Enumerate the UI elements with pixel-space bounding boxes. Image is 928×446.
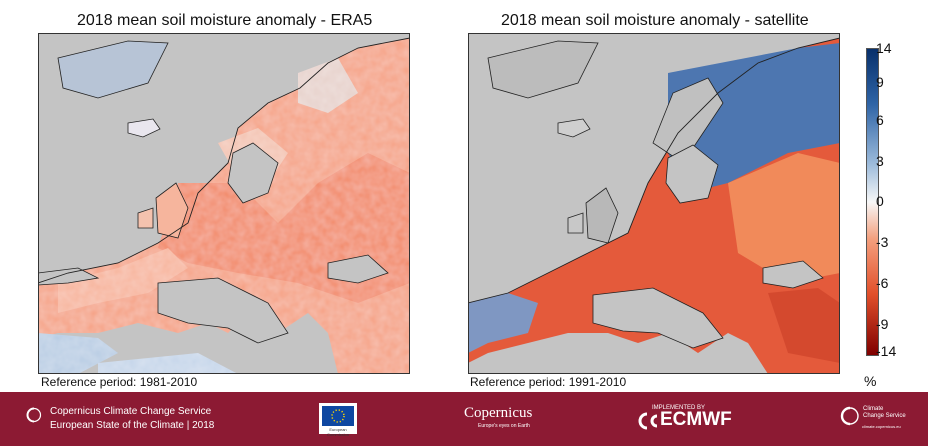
c3s-emblem-icon bbox=[26, 407, 42, 423]
climate-change-service-icon bbox=[840, 406, 859, 426]
ccs-url: climate.copernicus.eu bbox=[862, 424, 901, 429]
colorbar-tick: 14 bbox=[876, 40, 892, 56]
ecmwf-swirl-icon bbox=[638, 412, 658, 430]
colorbar-tick: -6 bbox=[876, 275, 889, 291]
european-commission-logo: European Commission bbox=[319, 403, 357, 437]
footer-report-name: European State of the Climate | 2018 bbox=[50, 420, 215, 431]
colorbar-tick: -3 bbox=[876, 234, 889, 250]
colorbar bbox=[866, 48, 879, 356]
footer-service-name: Copernicus Climate Change Service bbox=[50, 406, 212, 417]
ccs-label-2: Change Service bbox=[863, 413, 906, 419]
copernicus-logo: Copernicus bbox=[464, 405, 533, 421]
colorbar-tick: 3 bbox=[876, 153, 884, 169]
map-title-satellite: 2018 mean soil moisture anomaly - satell… bbox=[501, 12, 809, 29]
ec-label: European Commission bbox=[326, 427, 349, 437]
colorbar-tick: -9 bbox=[876, 316, 889, 332]
footer-bar: Copernicus Climate Change Service Europe… bbox=[0, 392, 928, 446]
colorbar-tick: -14 bbox=[876, 343, 897, 359]
copernicus-tagline: Europe's eyes on Earth bbox=[478, 423, 530, 429]
colorbar-tick: 0 bbox=[876, 193, 884, 209]
reference-period-satellite: Reference period: 1991-2010 bbox=[470, 375, 627, 389]
ecmwf-logo: ECMWF bbox=[660, 409, 732, 430]
era5-anomaly-map bbox=[38, 33, 410, 374]
eu-flag-icon bbox=[322, 406, 354, 426]
colorbar-unit: % bbox=[864, 373, 877, 389]
colorbar-tick: 6 bbox=[876, 112, 884, 128]
map-title-era5: 2018 mean soil moisture anomaly - ERA5 bbox=[77, 12, 373, 29]
satellite-anomaly-map bbox=[468, 33, 840, 374]
ccs-label-1: Climate bbox=[863, 406, 884, 412]
colorbar-tick: 9 bbox=[876, 74, 884, 90]
ecmwf-prefix: IMPLEMENTED BY bbox=[652, 405, 706, 411]
reference-period-era5: Reference period: 1981-2010 bbox=[41, 375, 198, 389]
